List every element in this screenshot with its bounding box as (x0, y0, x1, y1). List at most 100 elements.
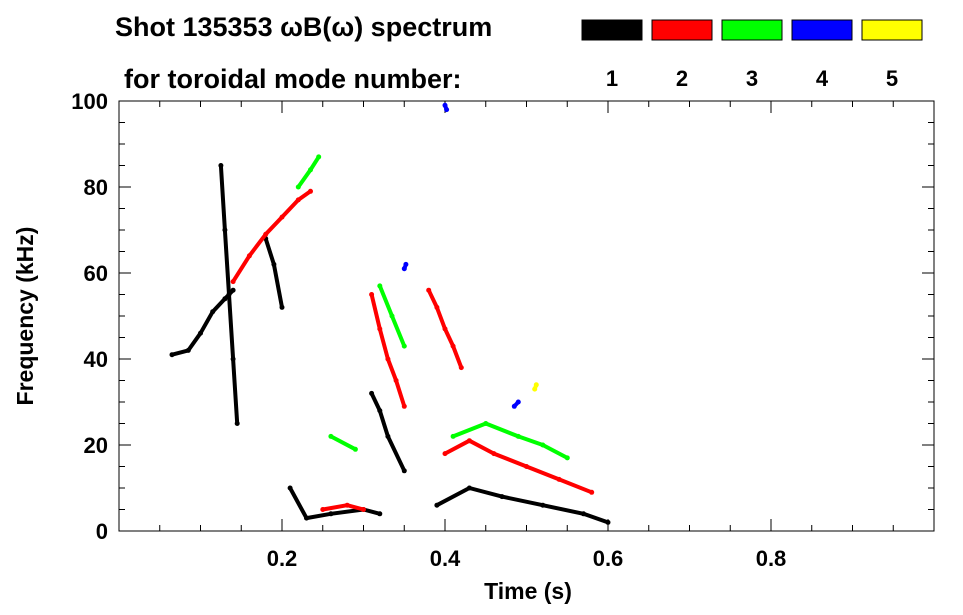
point-mode-1 (185, 347, 191, 353)
point-mode-2 (556, 476, 562, 482)
trace-mode-3-segment-4 (328, 434, 358, 452)
point-mode-1 (271, 261, 277, 267)
point-mode-3 (401, 343, 407, 349)
point-mode-5 (532, 386, 538, 392)
point-mode-1 (222, 296, 228, 302)
y-tick-label: 100 (71, 89, 108, 114)
point-mode-1 (198, 330, 203, 336)
point-mode-2 (491, 451, 497, 457)
trace-mode-1-segment-4 (288, 486, 382, 521)
point-mode-2 (279, 214, 285, 220)
point-mode-4 (444, 107, 450, 113)
point-mode-1 (377, 408, 383, 414)
point-mode-3 (328, 433, 334, 439)
point-mode-2 (524, 464, 529, 469)
legend-label-mode-4: 4 (816, 66, 829, 91)
trace-mode-2-segment-5 (320, 503, 366, 512)
y-tick-label: 0 (96, 519, 108, 544)
point-mode-4 (515, 399, 521, 405)
x-tick-label: 0.4 (430, 546, 461, 571)
point-mode-2 (466, 438, 472, 444)
point-mode-3 (483, 421, 489, 426)
point-mode-1 (226, 292, 232, 297)
point-mode-3 (540, 442, 546, 448)
point-mode-1 (230, 287, 236, 293)
point-mode-2 (442, 326, 448, 332)
legend-label-mode-1: 1 (606, 66, 618, 91)
x-tick-label: 0.2 (267, 546, 298, 571)
point-mode-4 (511, 403, 517, 409)
trace-mode-2-segment-4 (443, 438, 594, 495)
y-tick-label: 40 (84, 347, 108, 372)
point-mode-2 (308, 188, 313, 194)
trace-mode-1-segment-3 (263, 236, 284, 310)
x-tick-label: 0.6 (593, 546, 624, 571)
point-mode-3 (450, 433, 456, 439)
point-mode-2 (589, 489, 595, 495)
point-mode-2 (385, 356, 391, 362)
point-mode-1 (540, 502, 546, 508)
point-mode-2 (426, 287, 432, 293)
point-mode-1 (401, 468, 407, 474)
legend-swatch-mode-4 (791, 19, 853, 41)
point-mode-1 (279, 304, 285, 310)
point-mode-2 (458, 365, 464, 371)
x-tick-label: 0.8 (756, 546, 787, 571)
point-mode-1 (210, 309, 216, 315)
point-mode-2 (295, 197, 301, 203)
point-mode-1 (434, 502, 440, 508)
trace-mode-1-segment-5 (369, 391, 407, 473)
legend-swatch-mode-1 (581, 19, 643, 41)
point-mode-2 (393, 378, 399, 383)
point-mode-2 (344, 502, 350, 508)
point-mode-3 (316, 154, 322, 160)
point-mode-1 (234, 421, 240, 426)
legend-label-mode-3: 3 (746, 66, 758, 91)
legend-label-mode-2: 2 (676, 66, 688, 91)
legend-label-mode-5: 5 (886, 66, 898, 91)
point-mode-3 (295, 184, 301, 190)
y-tick-label: 80 (84, 175, 108, 200)
point-mode-1 (230, 356, 236, 362)
point-mode-1 (385, 433, 391, 439)
y-axis-label: Frequency (kHz) (12, 227, 38, 406)
point-mode-1 (377, 511, 383, 517)
mode-number-legend: 1 2 3 4 5 (581, 19, 923, 91)
y-tick-label: 60 (84, 261, 108, 286)
point-mode-3 (515, 433, 521, 439)
legend-swatch-mode-5 (861, 19, 923, 41)
point-mode-1 (605, 519, 611, 525)
point-mode-2 (377, 326, 383, 332)
point-mode-1 (466, 485, 472, 491)
point-mode-2 (230, 279, 236, 285)
x-axis-label: Time (s) (484, 578, 572, 604)
spectrum-data (169, 102, 611, 525)
point-mode-1 (169, 352, 175, 358)
chart-title-line2: for toroidal mode number: (124, 64, 462, 94)
trace-mode-2-segment-1 (231, 189, 313, 284)
y-tick-label: 20 (84, 433, 108, 458)
trace-mode-3-segment-1 (296, 154, 321, 189)
point-mode-1 (222, 227, 228, 233)
point-mode-2 (361, 507, 366, 512)
point-mode-2 (401, 403, 407, 409)
legend-swatch-mode-3 (721, 19, 783, 41)
point-mode-4 (403, 261, 409, 267)
point-mode-1 (328, 511, 334, 517)
point-mode-2 (434, 304, 440, 310)
point-mode-5 (533, 382, 539, 388)
trace-mode-1-segment-6 (434, 486, 610, 525)
point-mode-4 (401, 266, 407, 272)
point-mode-2 (442, 451, 448, 457)
point-mode-1 (369, 390, 375, 396)
point-mode-2 (369, 292, 375, 297)
axis-ticks (119, 100, 934, 532)
point-mode-4 (442, 102, 448, 108)
point-mode-3 (377, 283, 383, 289)
axis-tick-labels: 0.2 0.4 0.6 0.8 0 20 40 60 80 100 (71, 89, 786, 571)
point-mode-3 (308, 167, 313, 173)
point-mode-1 (581, 511, 586, 517)
point-mode-1 (287, 485, 293, 491)
point-mode-3 (564, 455, 570, 461)
